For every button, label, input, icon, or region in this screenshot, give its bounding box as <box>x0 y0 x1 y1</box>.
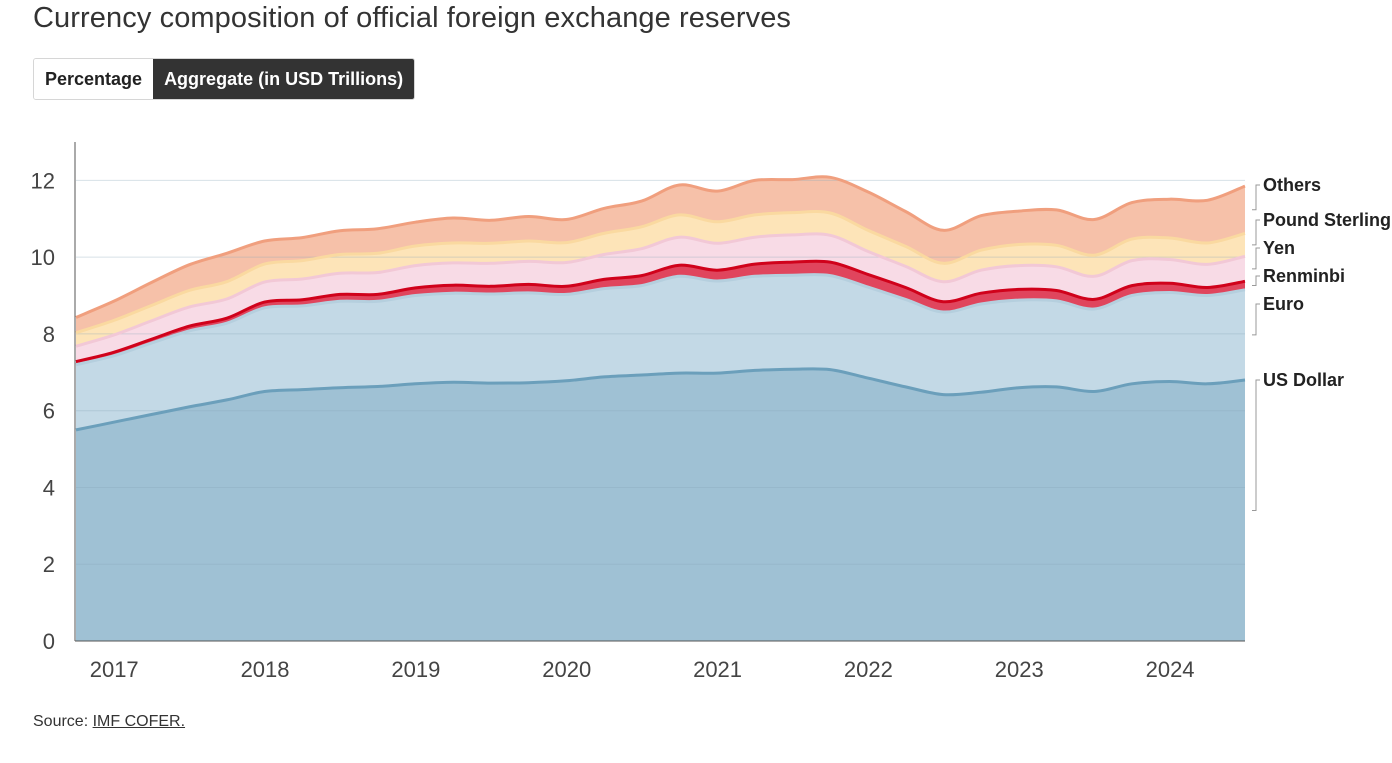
legend-connector <box>1252 303 1260 336</box>
x-tick-label: 2018 <box>241 657 290 682</box>
y-tick-label: 12 <box>31 168 55 193</box>
stacked-area-chart: 0 2 4 6 8 10 12 2017 2018 2019 2020 2021 2022 2023 202… <box>31 142 1391 682</box>
y-tick-label: 0 <box>43 629 55 654</box>
x-tick-label: 2022 <box>844 657 893 682</box>
legend-connector <box>1252 379 1260 511</box>
area-pound-sterling <box>76 211 1245 347</box>
legend-connector <box>1252 184 1260 211</box>
x-tick-label: 2017 <box>90 657 139 682</box>
area-euro <box>76 274 1245 430</box>
legend-connector <box>1252 275 1260 287</box>
chart-title: Currency composition of official foreign… <box>33 2 792 34</box>
legend-label-renminbi: Renminbi <box>1263 266 1345 286</box>
legend-label-us-dollar: US Dollar <box>1263 370 1344 390</box>
line-pound-sterling <box>75 210 1246 335</box>
y-tick-label: 10 <box>31 245 55 270</box>
series-lines <box>75 175 1246 432</box>
legend-label-pound-sterling: Pound Sterling <box>1263 210 1391 230</box>
view-toggle: Percentage Aggregate (in USD Trillions) <box>33 58 416 100</box>
area-us-dollar <box>76 368 1245 641</box>
legend-label-yen: Yen <box>1263 238 1295 258</box>
y-tick-label: 8 <box>43 322 55 347</box>
axes: 0 2 4 6 8 10 12 2017 2018 2019 2020 2021 2022 2023 202… <box>31 142 1245 682</box>
legend-label-euro: Euro <box>1263 294 1304 314</box>
x-tick-label: 2023 <box>995 657 1044 682</box>
x-tick-label: 2024 <box>1146 657 1195 682</box>
source-link[interactable]: IMF COFER. <box>92 713 186 730</box>
line-others <box>75 175 1246 319</box>
source-prefix: Source: <box>33 713 89 730</box>
x-tick-label: 2021 <box>693 657 742 682</box>
legend: US Dollar Euro Renminbi Yen Pound Sterling Ot… <box>1252 175 1391 511</box>
line-renminbi <box>75 259 1246 364</box>
line-us-dollar <box>75 367 1246 432</box>
area-series <box>76 176 1245 641</box>
x-tick-label: 2020 <box>542 657 591 682</box>
aggregate-button[interactable]: Aggregate (in USD Trillions) <box>153 59 415 99</box>
y-tick-label: 4 <box>43 475 55 500</box>
line-euro <box>75 273 1246 367</box>
gridlines <box>76 179 1245 565</box>
legend-connector <box>1252 247 1260 270</box>
percentage-button[interactable]: Percentage <box>34 59 154 99</box>
legend-label-others: Others <box>1263 175 1321 195</box>
y-tick-label: 6 <box>43 399 55 424</box>
x-tick-label: 2019 <box>391 657 440 682</box>
legend-connector <box>1252 219 1260 246</box>
source-note: Source: IMF COFER. <box>33 713 185 731</box>
y-tick-label: 2 <box>43 552 55 577</box>
area-others <box>76 176 1245 333</box>
line-yen <box>75 232 1246 348</box>
